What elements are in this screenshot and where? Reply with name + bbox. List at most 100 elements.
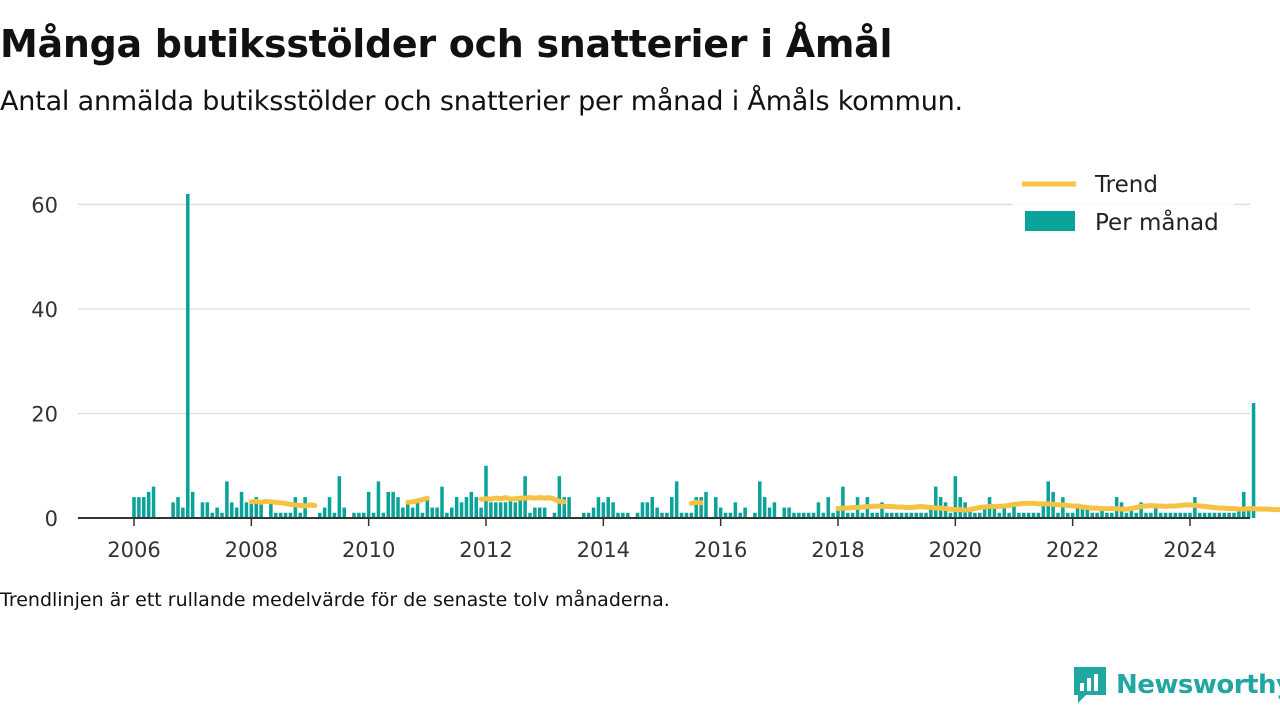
bar [1198,512,1202,518]
bar [1168,512,1173,518]
bar [650,497,654,518]
bar [596,497,601,518]
bar [533,507,537,518]
bar [758,481,762,518]
x-tick-label: 2008 [225,538,278,562]
bar [132,497,136,518]
bar [464,497,469,518]
bar [924,512,928,518]
bar [1080,507,1085,518]
bar [635,512,640,518]
bar [670,497,674,518]
trend-line [688,499,704,506]
bar [410,507,415,518]
bar [836,507,840,518]
bar [684,512,689,518]
bar [606,497,610,518]
bar [621,512,625,518]
bar [645,502,650,518]
bar [454,497,459,518]
bar [660,512,664,518]
bar [811,512,816,518]
bar [626,512,630,518]
bar [1242,491,1246,518]
bar [459,502,464,518]
bar [1017,512,1021,518]
bar [586,512,591,518]
bar [601,502,606,518]
bar [611,502,615,518]
bar [1085,507,1090,518]
bar [494,502,498,518]
bar [425,497,430,518]
bar [704,491,708,518]
bar [366,491,371,518]
bar [1026,512,1031,518]
bar [1163,512,1168,518]
bar [909,512,914,518]
trend-note: Trendlinjen är ett rullande medelvärde f… [0,589,670,611]
bar [718,507,723,518]
y-tick-label: 0 [45,507,58,531]
bar [420,512,425,518]
bar [322,507,327,518]
newsworthy-logo: Newsworthy [1072,665,1280,705]
bar [802,512,806,518]
bar [929,507,933,518]
bar [288,512,293,518]
bar [1222,512,1226,518]
bar [914,512,918,518]
bar [1207,512,1212,518]
bar [885,512,889,518]
x-tick-label: 2024 [1163,538,1216,562]
x-tick-label: 2022 [1046,538,1099,562]
bar [1041,502,1046,518]
bar [244,502,249,518]
bar [259,502,263,518]
bar [445,512,449,518]
bar [806,512,811,518]
bar [269,502,273,518]
bar [699,497,703,518]
bar [762,497,767,518]
trend-line [405,495,430,505]
y-tick-label: 40 [31,298,58,322]
bar [352,512,356,518]
bar [386,491,390,518]
bar [679,512,684,518]
bar [406,502,410,518]
bar [567,497,571,518]
bar [616,512,620,518]
bar [582,512,586,518]
bar [1105,512,1109,518]
bar [518,497,522,518]
bar [498,502,503,518]
bar [1188,512,1192,518]
bar [528,512,532,518]
bar [274,512,278,518]
bar [1031,512,1036,518]
bar [968,507,972,518]
bar [1066,512,1070,518]
bar [846,512,850,518]
bar [469,491,474,518]
bar [220,512,224,518]
bar [1227,512,1231,518]
bar [904,512,909,518]
x-tick-label: 2006 [107,538,160,562]
bar [137,497,141,518]
bar [1149,512,1153,518]
x-tick-label: 2012 [459,538,512,562]
bar [1246,507,1251,518]
bar [1144,512,1148,518]
bar [342,507,346,518]
bar [1124,512,1129,518]
bar [1110,512,1114,518]
x-tick-label: 2014 [577,538,630,562]
bar [415,502,420,518]
bar [542,507,547,518]
bar [1212,512,1217,518]
bar [1183,512,1187,518]
bar [1129,507,1134,518]
bar [474,497,478,518]
